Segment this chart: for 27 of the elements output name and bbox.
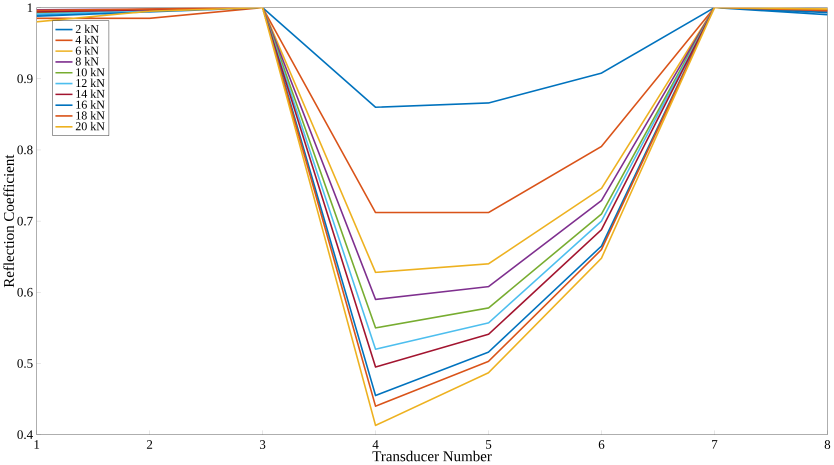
x-tick-label: 3 bbox=[260, 440, 266, 450]
legend-label: 18 kN bbox=[76, 111, 105, 120]
legend-label: 14 kN bbox=[76, 90, 105, 98]
x-axis-title: Transducer Number bbox=[372, 450, 492, 462]
y-tick-label: 0.7 bbox=[17, 216, 33, 226]
y-axis-title: Reflection Coefficient bbox=[3, 154, 14, 288]
legend-label: 16 kN bbox=[76, 100, 105, 109]
y-tick-label: 0.9 bbox=[17, 74, 33, 84]
legend-label: 12 kN bbox=[76, 78, 105, 88]
y-tick-label: 0.4 bbox=[17, 430, 33, 440]
x-tick-label: 2 bbox=[146, 440, 152, 449]
legend-label: 20 kN bbox=[76, 122, 105, 130]
x-tick-label: 5 bbox=[486, 440, 492, 449]
legend-label: 2 kN bbox=[76, 24, 99, 34]
x-tick-label: 1 bbox=[34, 440, 40, 449]
legend-label: 6 kN bbox=[76, 46, 99, 55]
x-tick-label: 8 bbox=[824, 440, 830, 450]
legend-label: 10 kN bbox=[76, 68, 105, 76]
x-tick-label: 7 bbox=[712, 440, 718, 449]
x-tick-label: 6 bbox=[598, 440, 604, 450]
legend-label: 8 kN bbox=[76, 57, 99, 66]
y-tick-label: 0.8 bbox=[17, 146, 33, 155]
y-tick-label: 0.6 bbox=[17, 288, 33, 297]
y-tick-label: 1 bbox=[28, 4, 32, 12]
legend-label: 4 kN bbox=[76, 36, 99, 44]
y-tick-label: 0.5 bbox=[17, 359, 33, 368]
x-tick-label: 4 bbox=[372, 440, 379, 449]
